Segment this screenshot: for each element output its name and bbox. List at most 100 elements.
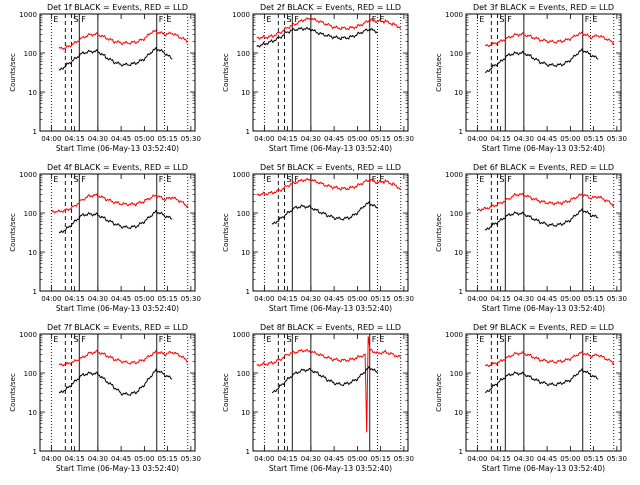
- x-axis-label: Start Time (06-May-13 03:52:40): [482, 464, 605, 473]
- x-tick-label: 04:00: [254, 295, 274, 303]
- event-marker-label: S: [500, 335, 505, 344]
- x-tick-label: 05:15: [584, 455, 604, 463]
- event-marker-label: S: [500, 15, 505, 24]
- x-tick-label: 04:00: [41, 135, 61, 143]
- event-marker-label: S: [500, 175, 505, 184]
- event-marker-label: E: [479, 175, 484, 184]
- event-marker-label: F: [372, 335, 377, 344]
- y-tick-label: 1: [459, 128, 463, 136]
- chart-panel: Det 5f BLACK = Events, RED = LLD 1 10 100 10…: [222, 163, 414, 313]
- y-axis-label: Counts/sec: [222, 373, 230, 412]
- event-marker-label: E: [266, 335, 271, 344]
- y-axis-label: Counts/sec: [222, 53, 230, 92]
- y-tick-label: 100: [237, 210, 250, 218]
- x-axis-label: Start Time (06-May-13 03:52:40): [56, 144, 179, 153]
- panel-title: Det 4f BLACK = Events, RED = LLD: [47, 163, 188, 172]
- plot-frame: [252, 13, 409, 132]
- event-marker-label: F: [81, 335, 86, 344]
- x-tick-label: 04:00: [41, 295, 61, 303]
- event-marker-label: F: [81, 15, 86, 24]
- event-marker-label: E: [167, 335, 172, 344]
- y-tick-label: 100: [237, 370, 250, 378]
- y-tick-label: 10: [454, 249, 463, 257]
- event-marker-label: F: [294, 175, 299, 184]
- plot-frame: [39, 173, 196, 292]
- panel-title: Det 6f BLACK = Events, RED = LLD: [473, 163, 614, 172]
- plot-frame: [465, 173, 622, 292]
- x-tick-label: 04:15: [491, 295, 511, 303]
- x-axis-label: Start Time (06-May-13 03:52:40): [482, 144, 605, 153]
- x-tick-label: 04:45: [324, 295, 344, 303]
- event-marker-label: S: [74, 15, 79, 24]
- series-line: [484, 31, 615, 48]
- x-tick-label: 04:45: [111, 295, 131, 303]
- event-marker-label: F: [585, 335, 590, 344]
- y-tick-label: 10: [28, 409, 37, 417]
- series-line: [484, 207, 599, 231]
- x-tick-label: 04:15: [491, 455, 511, 463]
- event-marker-label: E: [53, 15, 58, 24]
- event-marker-label: S: [287, 15, 292, 24]
- x-tick-label: 05:00: [560, 135, 580, 143]
- event-marker-label: E: [593, 15, 598, 24]
- event-marker-label: E: [479, 15, 484, 24]
- y-axis-label: Counts/sec: [222, 213, 230, 252]
- series-line: [51, 193, 189, 214]
- y-tick-label: 100: [24, 210, 37, 218]
- y-tick-label: 100: [24, 50, 37, 58]
- y-tick-label: 1000: [19, 11, 37, 19]
- panel-title: Det 3f BLACK = Events, RED = LLD: [473, 3, 614, 12]
- event-marker-label: E: [479, 335, 484, 344]
- x-tick-label: 05:15: [371, 135, 391, 143]
- series-line: [484, 47, 599, 74]
- chart-panel: Det 7f BLACK = Events, RED = LLD 1 10 100 10…: [9, 323, 201, 473]
- panel-title: Det 5f BLACK = Events, RED = LLD: [260, 163, 401, 172]
- x-tick-label: 05:15: [584, 295, 604, 303]
- event-marker-label: F: [372, 175, 377, 184]
- x-tick-label: 04:45: [537, 135, 557, 143]
- x-tick-label: 05:15: [158, 135, 178, 143]
- panel-title: Det 7f BLACK = Events, RED = LLD: [47, 323, 188, 332]
- x-tick-label: 05:00: [560, 295, 580, 303]
- y-tick-label: 10: [28, 249, 37, 257]
- x-tick-label: 04:30: [301, 135, 321, 143]
- x-tick-label: 04:30: [514, 135, 534, 143]
- series-line: [271, 200, 378, 225]
- plot-frame: [465, 333, 622, 452]
- x-tick-label: 05:30: [181, 135, 201, 143]
- x-tick-label: 05:15: [371, 295, 391, 303]
- x-tick-label: 05:30: [607, 455, 627, 463]
- y-axis-label: Counts/sec: [435, 213, 443, 252]
- event-marker-label: S: [74, 175, 79, 184]
- panel-title: Det 1f BLACK = Events, RED = LLD: [47, 3, 188, 12]
- x-tick-label: 04:45: [324, 455, 344, 463]
- x-tick-label: 04:30: [88, 295, 108, 303]
- event-marker-label: E: [167, 175, 172, 184]
- x-tick-label: 04:00: [41, 455, 61, 463]
- chart-panel: Det 6f BLACK = Events, RED = LLD 1 10 100 10…: [435, 163, 627, 313]
- event-marker-label: E: [593, 175, 598, 184]
- x-tick-label: 04:00: [254, 135, 274, 143]
- x-tick-label: 04:15: [278, 135, 298, 143]
- x-tick-label: 04:45: [537, 455, 557, 463]
- x-tick-label: 04:00: [254, 455, 274, 463]
- plot-frame: [252, 333, 409, 452]
- event-marker-label: E: [266, 175, 271, 184]
- event-marker-label: F: [507, 175, 512, 184]
- x-tick-label: 04:30: [301, 455, 321, 463]
- y-tick-label: 10: [454, 89, 463, 97]
- plot-frame: [252, 173, 409, 292]
- x-axis-label: Start Time (06-May-13 03:52:40): [56, 304, 179, 313]
- event-marker-label: E: [266, 15, 271, 24]
- x-axis-label: Start Time (06-May-13 03:52:40): [269, 304, 392, 313]
- y-tick-label: 1: [33, 288, 37, 296]
- x-tick-label: 04:45: [537, 295, 557, 303]
- x-tick-label: 05:00: [134, 455, 154, 463]
- y-tick-label: 100: [237, 50, 250, 58]
- x-tick-label: 05:00: [560, 455, 580, 463]
- event-marker-label: S: [287, 175, 292, 184]
- y-tick-label: 1: [459, 288, 463, 296]
- y-axis-label: Counts/sec: [435, 373, 443, 412]
- y-tick-label: 1000: [445, 171, 463, 179]
